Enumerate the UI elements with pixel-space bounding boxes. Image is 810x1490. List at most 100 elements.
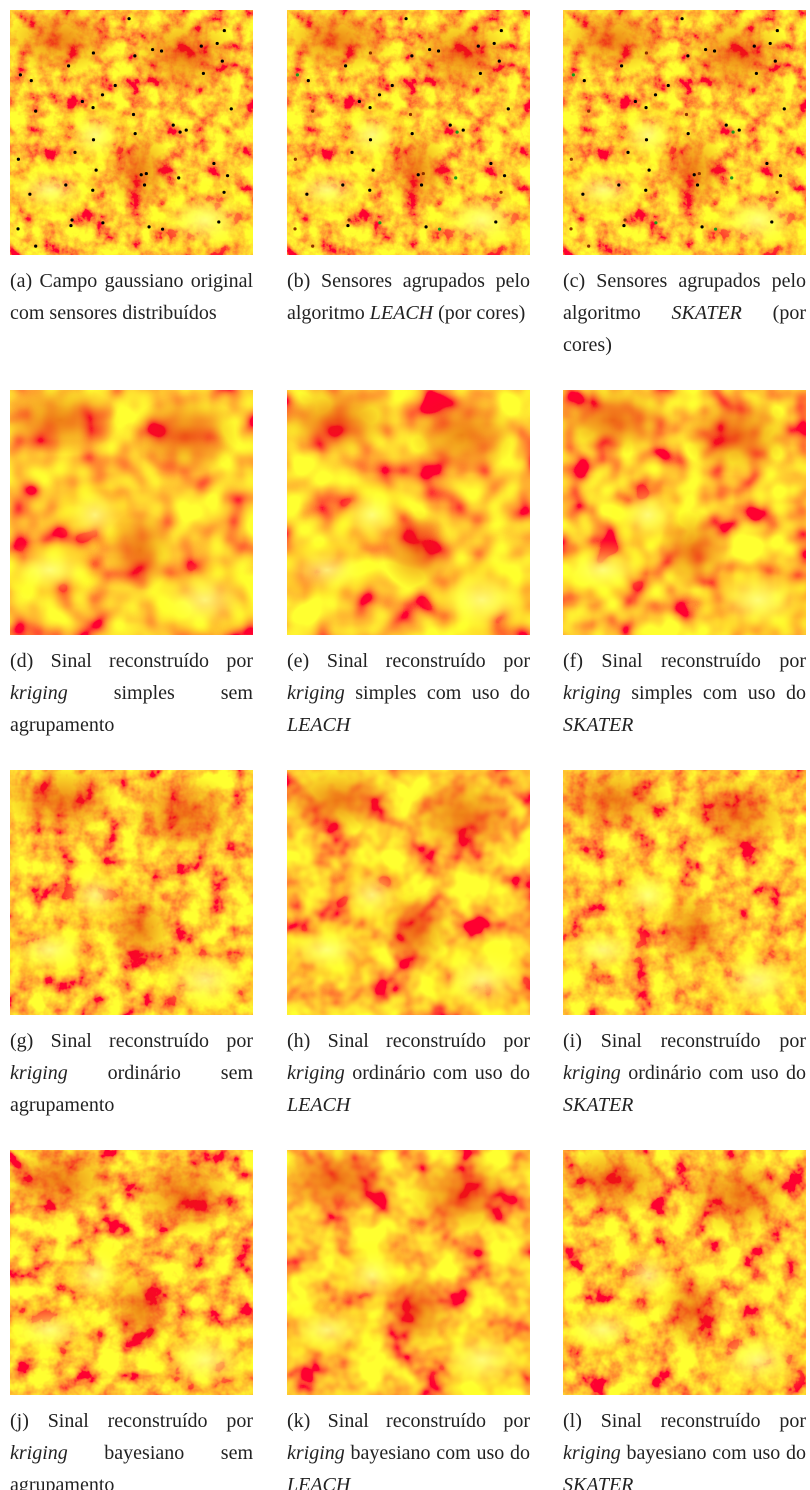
caption: (b) Sensores agrupados pelo algoritmo LE… <box>287 265 530 329</box>
sensor <box>377 93 382 97</box>
sensor <box>454 176 458 180</box>
caption-text: SKATER <box>563 1474 634 1490</box>
sensor <box>346 223 350 228</box>
sensor <box>229 107 233 111</box>
subfigure: (b) Sensores agrupados pelo algoritmo LE… <box>287 10 530 329</box>
sensor <box>408 112 413 117</box>
heatmap <box>287 770 530 1015</box>
caption-label: (k) <box>287 1410 311 1432</box>
caption-text: Sinal reconstruído por <box>327 1030 530 1052</box>
sensor <box>775 190 779 194</box>
sensor <box>782 107 786 111</box>
sensor <box>581 192 585 196</box>
heatmap <box>287 1150 530 1395</box>
heatmap <box>563 770 806 1015</box>
caption-text: kriging <box>563 1442 621 1464</box>
sensor <box>436 49 441 53</box>
caption-text: Sinal reconstruído por <box>327 1410 530 1432</box>
caption-text: kriging <box>287 1442 345 1464</box>
heatmap <box>563 1150 806 1395</box>
caption-text: simples com uso do <box>620 682 806 704</box>
caption-text: kriging <box>563 1062 621 1084</box>
caption-text: kriging <box>563 682 621 704</box>
sensor <box>569 227 573 231</box>
caption: (d) Sinal reconstruído por kriging simpl… <box>10 645 253 741</box>
subfigure: (j) Sinal reconstruído por kriging bayes… <box>10 1150 253 1490</box>
sensor <box>492 41 496 46</box>
caption-text: simples sem agrupamento <box>10 682 253 736</box>
sensor <box>697 171 701 176</box>
sensor <box>305 192 309 196</box>
subfigure: (h) Sinal reconstruído por kriging ordin… <box>287 770 530 1121</box>
caption-text: LEACH <box>287 1474 351 1490</box>
caption-text: Sinal reconstruído por <box>600 1410 807 1432</box>
caption-text: bayesiano com uso do <box>620 1442 806 1464</box>
sensor <box>171 123 175 127</box>
sensor <box>91 51 96 55</box>
sensor <box>700 225 704 229</box>
heatmap <box>563 390 806 635</box>
sensor <box>404 17 408 21</box>
sensor <box>217 220 221 224</box>
sensor <box>416 173 420 177</box>
subfigure: (f) Sinal reconstruído por kriging simpl… <box>563 390 806 741</box>
sensor <box>737 128 741 132</box>
sensor <box>368 51 373 55</box>
caption-text: Campo gaussiano original com sensores di… <box>10 270 253 324</box>
sensor <box>201 71 206 76</box>
heatmap <box>10 10 253 255</box>
caption-label: (f) <box>563 650 583 672</box>
sensor <box>113 83 117 88</box>
caption-text: Sinal reconstruído por <box>326 650 530 672</box>
caption-label: (j) <box>10 1410 29 1432</box>
sensor <box>626 150 630 154</box>
sensor <box>341 183 345 187</box>
caption-text: bayesiano com uso do <box>344 1442 530 1464</box>
sensor <box>91 106 95 110</box>
caption-text: Sinal reconstruído por <box>600 1030 807 1052</box>
sensor <box>293 227 297 231</box>
sensor <box>695 183 700 187</box>
caption-text: ordinário com uso do <box>344 1062 530 1084</box>
sensor <box>684 112 689 117</box>
sensor <box>754 71 759 76</box>
sensor <box>448 123 452 127</box>
sensor <box>178 130 182 134</box>
sensor <box>34 109 38 113</box>
sensor <box>455 130 459 134</box>
sensor <box>571 73 575 77</box>
sensor <box>293 157 297 161</box>
caption-text: kriging <box>10 1442 68 1464</box>
sensor <box>222 28 226 33</box>
sensor <box>70 218 74 222</box>
sensor <box>461 128 465 132</box>
sensor <box>127 17 131 21</box>
sensor <box>225 174 230 178</box>
caption: (a) Campo gaussiano original com sensore… <box>10 265 253 329</box>
caption-text: SKATER <box>563 1094 634 1116</box>
caption-text: SKATER <box>671 302 742 324</box>
sensor <box>94 168 98 172</box>
sensor <box>410 54 414 58</box>
sensor <box>437 227 442 231</box>
sensor <box>34 244 38 248</box>
sensor <box>390 83 394 88</box>
sensor <box>133 54 137 58</box>
sensor <box>692 173 696 177</box>
caption-text: Sensores agrupados pelo algoritmo <box>563 270 807 324</box>
sensor <box>666 83 670 88</box>
sensor <box>306 79 310 83</box>
sensor <box>775 28 779 33</box>
heatmap <box>10 390 253 635</box>
caption-label: (a) <box>10 270 33 292</box>
caption-text: (por cores) <box>433 302 526 324</box>
sensor <box>731 130 735 134</box>
sensor <box>644 106 648 110</box>
sensor <box>686 132 690 136</box>
heatmap <box>287 10 530 255</box>
caption-text: Sinal reconstruído por <box>50 650 253 672</box>
caption: (h) Sinal reconstruído por kriging ordin… <box>287 1025 530 1121</box>
caption: (g) Sinal reconstruído por kriging ordin… <box>10 1025 253 1121</box>
sensor <box>712 49 717 53</box>
sensor <box>499 28 503 33</box>
